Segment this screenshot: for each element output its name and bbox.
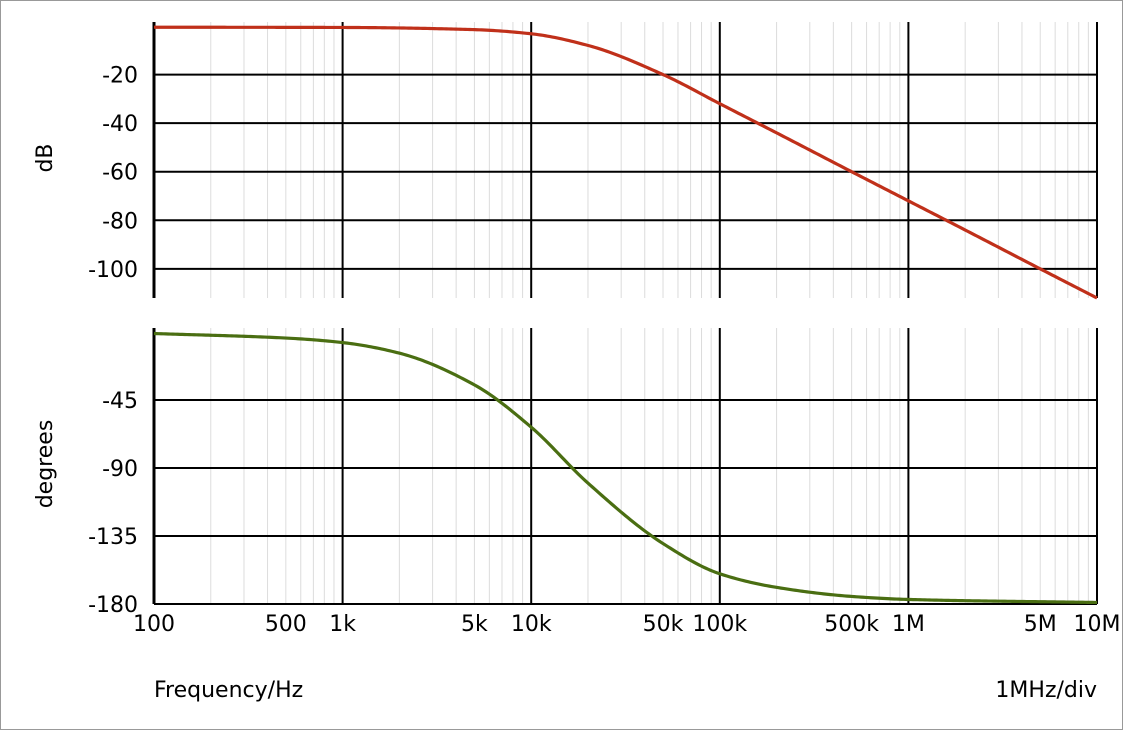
grid [152,22,1098,605]
y-tick-label: -100 [88,258,138,283]
x-tick-label: 1k [329,612,356,637]
y-tick-label: -135 [88,525,138,550]
x-tick-label: 500k [824,612,879,637]
scale-note: 1MHz/div [995,678,1097,703]
magnitude-axis-label: dB [33,143,58,172]
phase-axis-label: degrees [33,420,58,509]
y-tick-label: -20 [102,64,138,89]
magnitude-series-line [153,25,1098,300]
phase-series-line [153,331,1098,605]
x-tick-label: 5k [461,612,488,637]
y-tick-label: -45 [102,389,138,414]
x-tick-label: 5M [1024,612,1057,637]
x-tick-label: 100 [133,612,175,637]
x-tick-label: 500 [265,612,307,637]
x-axis-label: Frequency/Hz [154,678,303,703]
x-tick-label: 100k [692,612,747,637]
y-tick-label: -180 [88,593,138,618]
x-tick-label: 50k [643,612,684,637]
y-tick-label: -40 [102,112,138,137]
x-tick-label: 1M [892,612,925,637]
y-tick-label: -90 [102,457,138,482]
curves [153,25,1098,605]
y-tick-label: -80 [102,209,138,234]
x-tick-label: 10k [511,612,552,637]
x-tick-label: 10M [1074,612,1121,637]
y-tick-label: -60 [102,161,138,186]
